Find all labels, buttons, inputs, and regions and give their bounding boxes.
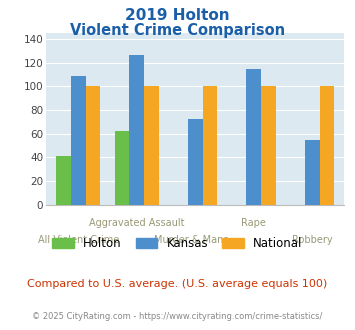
Text: Rape: Rape — [241, 218, 266, 228]
Legend: Holton, Kansas, National: Holton, Kansas, National — [53, 237, 302, 250]
Text: All Violent Crime: All Violent Crime — [38, 235, 119, 245]
Bar — [115, 131, 130, 205]
Text: 2019 Holton: 2019 Holton — [125, 8, 230, 23]
Bar — [56, 156, 71, 205]
Text: Aggravated Assault: Aggravated Assault — [89, 218, 185, 228]
Text: © 2025 CityRating.com - https://www.cityrating.com/crime-statistics/: © 2025 CityRating.com - https://www.city… — [32, 312, 323, 321]
Bar — [203, 86, 217, 205]
Text: Murder & Mans...: Murder & Mans... — [153, 235, 237, 245]
Text: Compared to U.S. average. (U.S. average equals 100): Compared to U.S. average. (U.S. average … — [27, 279, 328, 289]
Bar — [86, 86, 100, 205]
Text: Robbery: Robbery — [292, 235, 333, 245]
Bar — [246, 69, 261, 205]
Bar — [305, 140, 320, 205]
Bar — [144, 86, 159, 205]
Bar — [320, 86, 334, 205]
Bar — [130, 55, 144, 205]
Bar — [261, 86, 275, 205]
Text: Violent Crime Comparison: Violent Crime Comparison — [70, 23, 285, 38]
Bar — [71, 76, 86, 205]
Bar — [188, 119, 203, 205]
